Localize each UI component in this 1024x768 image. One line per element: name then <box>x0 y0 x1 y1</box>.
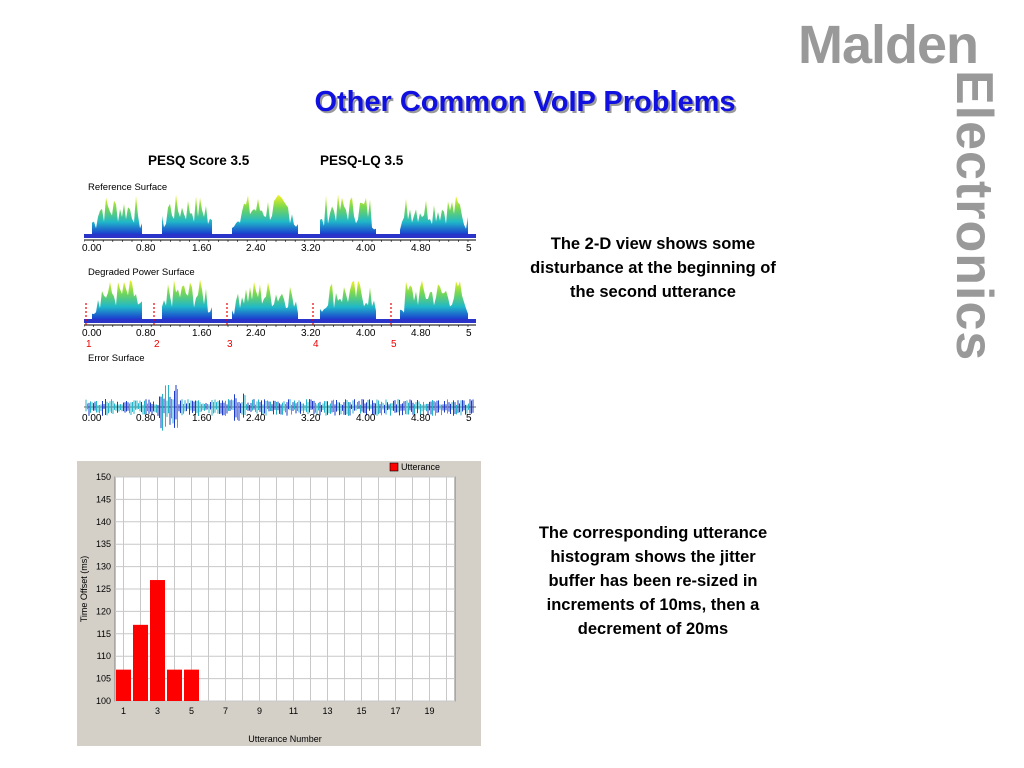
y-tick-label: 125 <box>96 584 111 594</box>
x-tick-label: 17 <box>390 706 400 716</box>
histogram-bar <box>133 624 148 701</box>
surface-tick-label: 5 <box>466 243 472 254</box>
legend-label: Utterance <box>401 462 440 472</box>
surface-tick-label: 2.40 <box>246 243 266 254</box>
error-surface-axis: 0.00 0.80 1.60 2.40 3.20 4.00 4.80 5 <box>82 413 476 425</box>
x-tick-label: 7 <box>223 706 228 716</box>
x-tick-label: 5 <box>189 706 194 716</box>
pesq-lq: PESQ-LQ 3.5 <box>320 153 404 168</box>
degraded-surface-plot <box>84 279 476 327</box>
utterance-marker: 4 <box>313 339 319 350</box>
degraded-surface-label: Degraded Power Surface <box>88 267 195 278</box>
utterance-marker: 1 <box>86 339 92 350</box>
pesq-score: PESQ Score 3.5 <box>148 153 250 168</box>
surface-tick-label: 3.20 <box>301 243 321 254</box>
surface-tick-label: 0.00 <box>82 243 102 254</box>
x-axis-label: Utterance Number <box>248 734 322 744</box>
y-tick-label: 145 <box>96 494 111 504</box>
surface-tick-label: 3.20 <box>301 328 321 339</box>
y-axis-label: Time Offset (ms) <box>79 556 89 623</box>
y-tick-label: 130 <box>96 562 111 572</box>
utterance-markers: 1 2 3 4 5 <box>84 339 476 351</box>
surface-tick-label: 0.80 <box>136 413 156 424</box>
error-surface-plot <box>84 385 476 431</box>
utterance-marker: 2 <box>154 339 160 350</box>
surface-tick-label: 0.00 <box>82 328 102 339</box>
surface-tick-label: 1.60 <box>192 243 212 254</box>
histogram-bar <box>167 669 182 701</box>
surface-tick-label: 2.40 <box>246 413 266 424</box>
y-tick-label: 110 <box>97 651 111 661</box>
x-tick-label: 19 <box>424 706 434 716</box>
y-tick-label: 120 <box>96 606 111 616</box>
surface-tick-label: 0.00 <box>82 413 102 424</box>
y-tick-label: 150 <box>96 472 111 482</box>
surface-tick-label: 4.00 <box>356 413 376 424</box>
surface-tick-label: 4.80 <box>411 328 431 339</box>
surface-tick-label: 1.60 <box>192 413 212 424</box>
x-tick-label: 11 <box>289 706 298 716</box>
y-tick-label: 135 <box>96 539 111 549</box>
y-tick-label: 140 <box>96 517 111 527</box>
surface-tick-label: 5 <box>466 328 472 339</box>
slide-title: Other Common VoIP Problems <box>314 86 736 118</box>
surface-tick-label: 1.60 <box>192 328 212 339</box>
surface-tick-label: 0.80 <box>136 243 156 254</box>
y-tick-label: 100 <box>96 696 111 706</box>
surface-tick-label: 4.80 <box>411 413 431 424</box>
histogram-bar <box>150 580 165 701</box>
histogram-bar <box>184 669 199 701</box>
y-tick-label: 105 <box>96 674 111 684</box>
surface-tick-label: 4.00 <box>356 243 376 254</box>
note-histogram: The corresponding utterance histogram sh… <box>538 524 768 638</box>
histogram-bar <box>116 669 131 701</box>
brand-malden: Malden <box>798 15 979 75</box>
reference-surface-label: Reference Surface <box>88 182 168 193</box>
surface-tick-label: 4.00 <box>356 328 376 339</box>
reference-surface-axis: 0.00 0.80 1.60 2.40 3.20 4.00 4.80 5 <box>82 243 476 255</box>
utterance-marker: 3 <box>227 339 233 350</box>
surface-tick-label: 4.80 <box>411 243 431 254</box>
reference-surface-plot <box>84 194 476 242</box>
degraded-surface-axis: 0.00 0.80 1.60 2.40 3.20 4.00 4.80 5 <box>82 328 476 340</box>
x-tick-label: 1 <box>121 706 126 716</box>
surface-tick-label: 3.20 <box>301 413 321 424</box>
utterance-histogram: 100 105 110 115 120 125 130 135 140 145 150 1 3 5 7 9 11… <box>77 461 481 746</box>
error-surface-label: Error Surface <box>88 353 145 364</box>
y-tick-label: 115 <box>97 629 111 639</box>
surface-tick-label: 0.80 <box>136 328 156 339</box>
x-tick-label: 9 <box>257 706 262 716</box>
x-tick-label: 3 <box>155 706 160 716</box>
legend-swatch <box>389 462 399 472</box>
surface-tick-label: 5 <box>466 413 472 424</box>
note-2d-view: The 2-D view shows some disturbance at t… <box>530 235 776 301</box>
x-tick-label: 13 <box>322 706 332 716</box>
utterance-marker: 5 <box>391 339 397 350</box>
x-tick-label: 15 <box>356 706 366 716</box>
surface-tick-label: 2.40 <box>246 328 266 339</box>
